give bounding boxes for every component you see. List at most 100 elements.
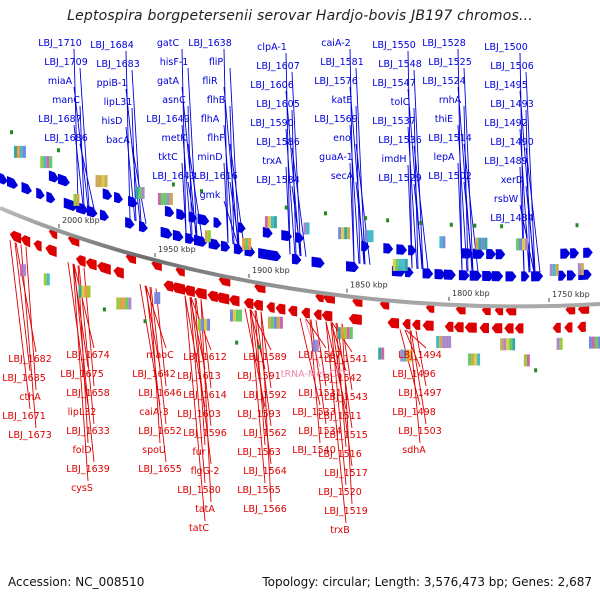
forward-gene-label[interactable]: LBJ_1536 — [378, 135, 422, 146]
reverse-gene-label[interactable]: LBJ_1633 — [66, 426, 110, 437]
reverse-gene-label[interactable]: LBJ_1564 — [243, 466, 287, 477]
reverse-gene-label[interactable]: LBJ_1533 — [292, 407, 336, 418]
forward-gene-label[interactable]: ppiB-1 — [97, 78, 128, 89]
forward-gene-label[interactable]: LBJ_1550 — [372, 40, 416, 51]
forward-gene-label[interactable]: LBJ_1489 — [484, 156, 528, 167]
forward-gene-label[interactable]: asnC — [162, 95, 186, 106]
reverse-gene-label[interactable]: LBJ_1562 — [243, 428, 287, 439]
forward-gene-label[interactable]: trxA — [262, 156, 282, 167]
forward-gene-label[interactable]: hisD — [102, 116, 123, 127]
reverse-gene-label[interactable]: sdhA — [402, 445, 426, 456]
forward-gene-label[interactable]: gmk — [200, 190, 221, 201]
reverse-gene-label[interactable]: LBJ_1603 — [177, 409, 221, 420]
forward-gene-label[interactable]: lepA — [433, 152, 455, 163]
reverse-gene-label[interactable]: LBJ_1563 — [237, 447, 281, 458]
reverse-gene-label[interactable]: cysS — [71, 483, 93, 494]
forward-gene-label[interactable]: katE — [332, 95, 353, 106]
forward-gene-label[interactable]: LBJ_1683 — [96, 59, 140, 70]
reverse-gene-label[interactable]: folD — [72, 445, 91, 456]
reverse-gene-label[interactable]: tatC — [189, 523, 209, 534]
reverse-gene-label[interactable]: LBJ_1494 — [398, 350, 442, 361]
forward-gene-label[interactable]: LBJ_1500 — [484, 42, 528, 53]
forward-gene-label[interactable]: LBJ_1709 — [44, 57, 88, 68]
forward-gene-label[interactable]: LBJ_1684 — [90, 40, 134, 51]
reverse-gene-label[interactable]: LBJ_1592 — [243, 390, 287, 401]
reverse-gene-label[interactable]: fur — [192, 447, 205, 458]
reverse-gene-label[interactable]: LBJ_1517 — [324, 468, 368, 479]
reverse-gene-label[interactable]: LBJ_1542 — [318, 373, 362, 384]
reverse-gene-label[interactable]: LBJ_1540 — [292, 445, 336, 456]
forward-gene-label[interactable]: secA — [331, 171, 354, 182]
reverse-gene-label[interactable]: LBJ_1589 — [243, 352, 287, 363]
forward-gene-label[interactable]: LBJ_1528 — [422, 38, 466, 49]
forward-gene-label[interactable]: LBJ_1547 — [372, 78, 416, 89]
forward-gene-label[interactable]: LBJ_1687 — [38, 114, 82, 125]
reverse-gene-label[interactable]: caiA-3 — [139, 407, 168, 418]
reverse-gene-label[interactable]: LBJ_1658 — [66, 388, 110, 399]
forward-gene-label[interactable]: miaA — [48, 76, 73, 87]
forward-gene-label[interactable]: LBJ_1581 — [320, 57, 364, 68]
reverse-gene-label[interactable]: LBJ_1531 — [298, 388, 342, 399]
reverse-gene-label[interactable]: LBJ_1673 — [8, 430, 52, 441]
reverse-gene-label[interactable]: LBJ_1496 — [392, 369, 436, 380]
forward-gene-label[interactable]: LBJ_1649 — [146, 114, 190, 125]
forward-gene-label[interactable]: gatA — [157, 76, 180, 87]
reverse-gene-label[interactable]: lipL32 — [68, 407, 97, 418]
forward-gene-label[interactable]: LBJ_1548 — [378, 59, 422, 70]
reverse-gene-label[interactable]: trxB — [330, 525, 350, 536]
reverse-gene-label[interactable]: spoU — [142, 445, 166, 456]
forward-gene-label[interactable]: LBJ_1495 — [484, 80, 528, 91]
forward-gene-label[interactable]: eno — [333, 133, 351, 144]
reverse-gene-label[interactable]: LBJ_1565 — [237, 485, 281, 496]
reverse-gene-label[interactable]: LBJ_1675 — [60, 369, 104, 380]
forward-gene-label[interactable]: gatC — [157, 38, 180, 49]
reverse-gene-label[interactable]: cthA — [19, 392, 41, 403]
forward-gene-label[interactable]: minD — [197, 152, 222, 163]
reverse-gene-label[interactable]: LBJ_1516 — [318, 449, 362, 460]
forward-gene-label[interactable]: LBJ_1529 — [378, 173, 422, 184]
forward-gene-label[interactable]: LBJ_1506 — [490, 61, 534, 72]
forward-gene-label[interactable]: tktC — [158, 152, 178, 163]
forward-gene-label[interactable]: LBJ_1537 — [372, 116, 416, 127]
forward-gene-label[interactable]: flhA — [201, 114, 220, 125]
forward-gene-label[interactable]: thiE — [435, 114, 453, 125]
forward-gene-label[interactable]: LBJ_1607 — [256, 61, 300, 72]
forward-gene-label[interactable]: LBJ_1484 — [490, 213, 534, 224]
reverse-gene-label[interactable]: LBJ_1520 — [318, 487, 362, 498]
forward-gene-label[interactable]: LBJ_1686 — [44, 133, 88, 144]
forward-gene-label[interactable]: manC — [52, 95, 80, 106]
forward-gene-label[interactable]: LBJ_1638 — [188, 38, 232, 49]
forward-gene-label[interactable]: LBJ_1605 — [256, 99, 300, 110]
reverse-gene-label[interactable]: maoC — [146, 350, 174, 361]
reverse-gene-label[interactable]: LBJ_1646 — [138, 388, 182, 399]
reverse-gene-label[interactable]: LBJ_1515 — [324, 430, 368, 441]
reverse-gene-label[interactable]: LBJ_1567 — [298, 350, 342, 361]
forward-gene-label[interactable]: guaA-1 — [319, 152, 353, 163]
forward-gene-label[interactable]: imdH — [381, 154, 406, 165]
forward-gene-label[interactable]: LBJ_1514 — [428, 133, 472, 144]
forward-gene-label[interactable]: metK — [161, 133, 187, 144]
forward-gene-label[interactable]: flhB — [207, 95, 226, 106]
forward-gene-label[interactable]: LBJ_1586 — [256, 137, 300, 148]
forward-gene-label[interactable]: fliP — [209, 57, 224, 68]
forward-gene-label[interactable]: xerD — [501, 175, 523, 186]
reverse-gene-label[interactable]: LBJ_1503 — [398, 426, 442, 437]
reverse-gene-label[interactable]: LBJ_1596 — [183, 428, 227, 439]
reverse-gene-label[interactable]: tRNA-Met-CAT — [281, 369, 348, 380]
forward-gene-label[interactable]: flhF — [207, 133, 224, 144]
reverse-gene-label[interactable]: LBJ_1519 — [324, 506, 368, 517]
forward-gene-label[interactable]: caiA-2 — [321, 38, 350, 49]
reverse-gene-label[interactable]: tatA — [195, 504, 215, 515]
forward-gene-label[interactable]: LBJ_1492 — [484, 118, 528, 129]
reverse-gene-label[interactable]: LBJ_1614 — [183, 390, 227, 401]
forward-gene-label[interactable]: lipL31 — [104, 97, 133, 108]
forward-gene-label[interactable]: clpA-1 — [257, 42, 287, 53]
forward-gene-label[interactable]: LBJ_1490 — [490, 137, 534, 148]
reverse-gene-label[interactable]: LBJ_1580 — [177, 485, 221, 496]
forward-gene-label[interactable]: LBJ_1584 — [256, 175, 300, 186]
reverse-gene-label[interactable]: LBJ_1639 — [66, 464, 110, 475]
reverse-gene-label[interactable]: LBJ_1655 — [138, 464, 182, 475]
forward-gene-label[interactable]: LBJ_1525 — [428, 57, 472, 68]
reverse-gene-label[interactable]: LBJ_1541 — [324, 354, 368, 365]
forward-gene-label[interactable]: LBJ_1643 — [152, 171, 196, 182]
